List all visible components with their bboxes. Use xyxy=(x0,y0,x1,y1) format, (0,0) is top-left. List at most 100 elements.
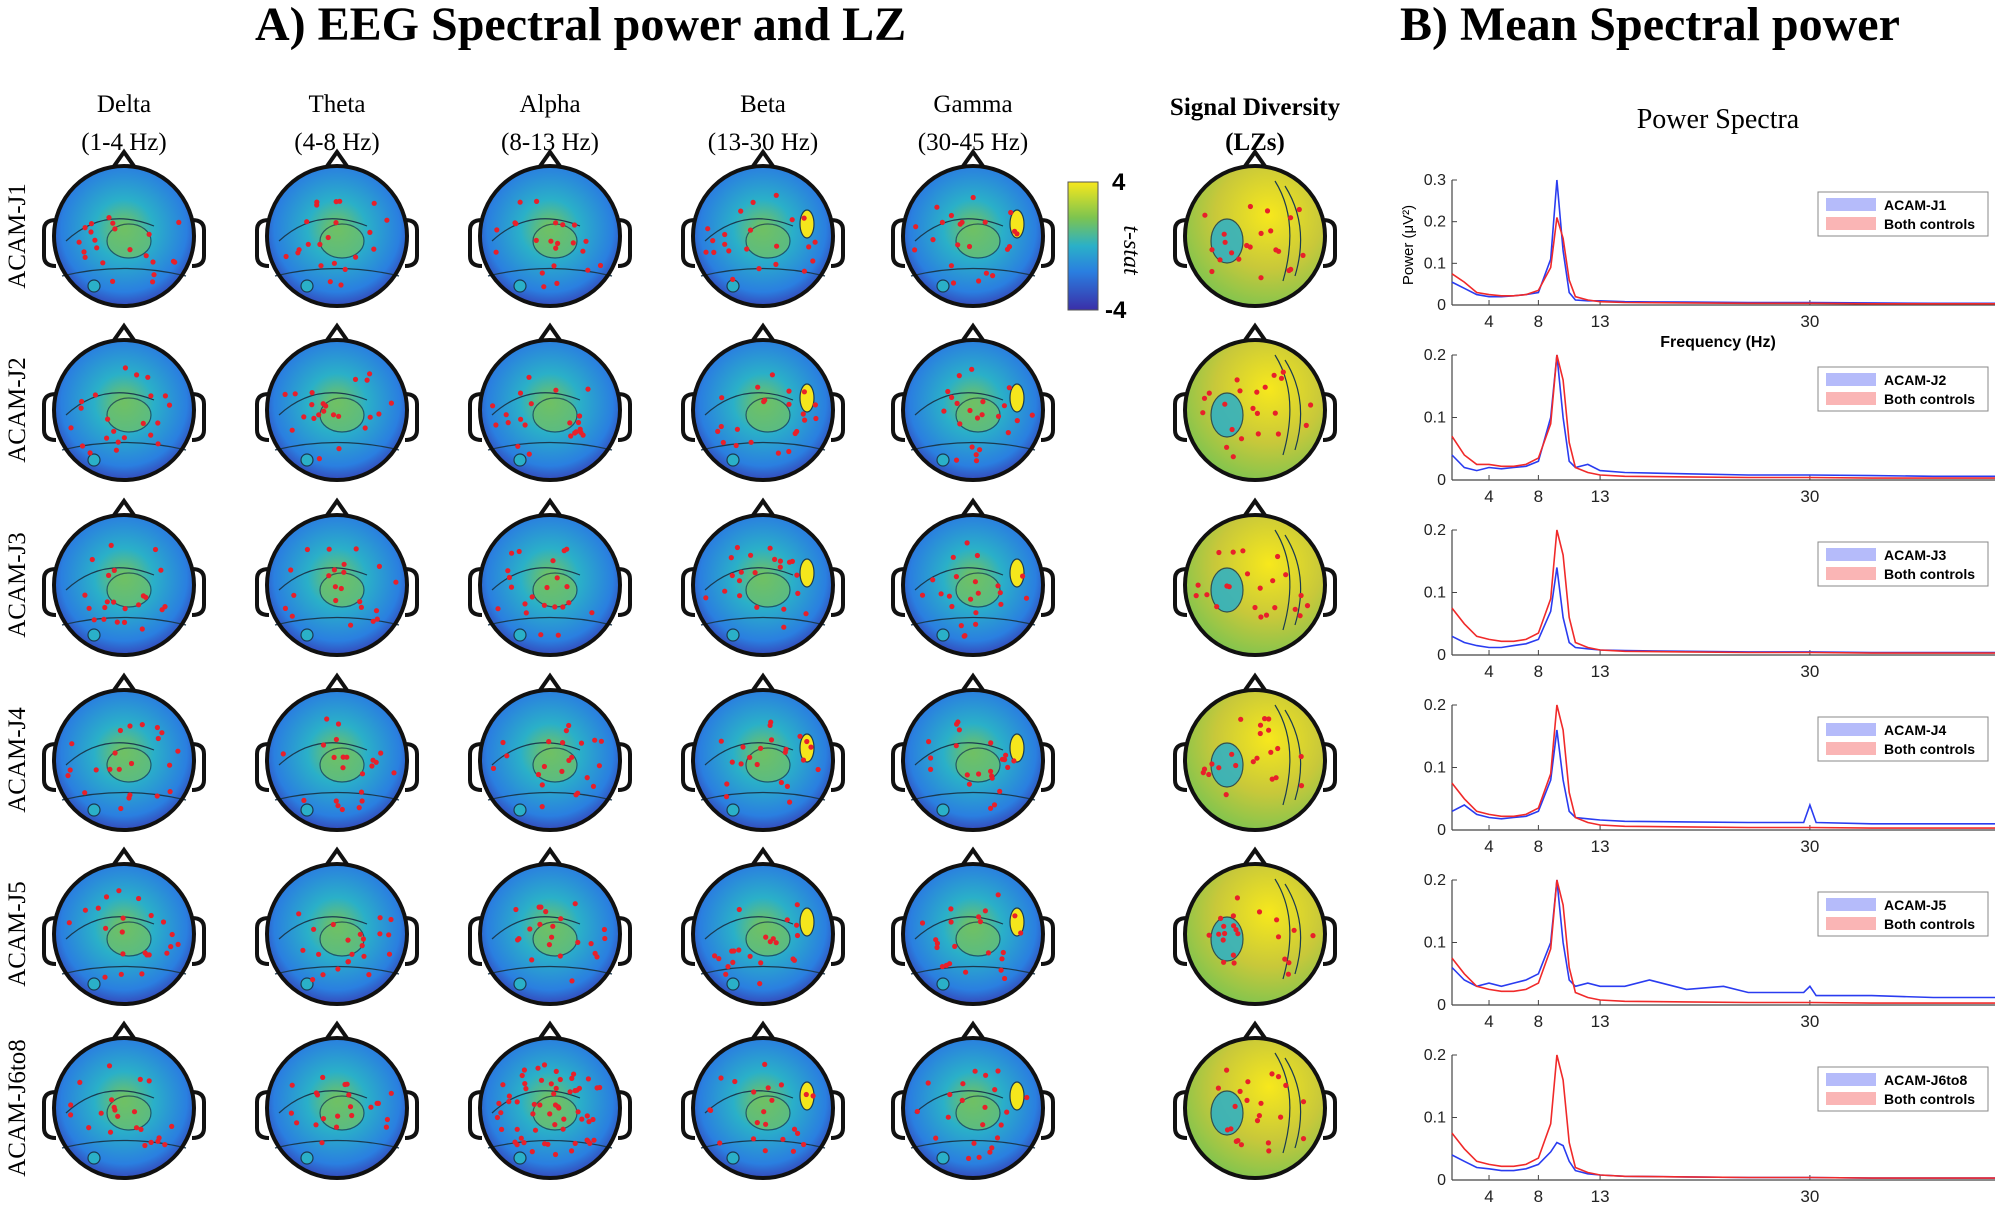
significance-dot xyxy=(528,401,534,407)
significance-dot xyxy=(590,1116,596,1123)
significance-dot xyxy=(166,402,173,408)
significance-dot xyxy=(542,1141,548,1147)
contour-line xyxy=(278,392,368,416)
significance-dot xyxy=(1000,949,1006,956)
spectra-plots: 0 0.1 0.2 0.3 4 8 13 30 ACAM-J1 Both controls 0 0.1… xyxy=(1424,172,1995,1206)
y-tick-label: 0 xyxy=(1437,647,1446,664)
contour-line xyxy=(65,218,155,242)
significance-dot xyxy=(575,1109,581,1115)
significance-dot xyxy=(120,951,126,957)
significance-dot xyxy=(154,724,160,731)
contour-blob xyxy=(1009,383,1025,413)
significance-dot xyxy=(1244,242,1250,249)
significance-dot xyxy=(509,550,515,556)
significance-dot xyxy=(939,219,946,225)
contour-line xyxy=(65,392,155,416)
significance-dot xyxy=(370,618,376,624)
significance-dot xyxy=(975,590,981,596)
significance-dot xyxy=(555,632,561,638)
significance-dot xyxy=(541,284,547,290)
significance-dot xyxy=(133,1125,140,1131)
contour-line xyxy=(61,616,187,626)
significance-dot xyxy=(548,1081,554,1087)
significance-dot xyxy=(150,279,156,285)
contour-blob xyxy=(726,803,740,817)
significance-dot xyxy=(111,567,117,574)
significance-dot xyxy=(107,1129,114,1135)
significance-dot xyxy=(357,931,363,937)
significance-dot xyxy=(316,456,322,462)
significance-dot xyxy=(304,546,310,553)
significance-dot xyxy=(913,224,919,230)
significance-dot xyxy=(1271,372,1277,378)
significance-dot xyxy=(719,395,725,401)
significance-dot xyxy=(1001,403,1008,409)
significance-dot xyxy=(728,555,734,561)
x-tick-label: 8 xyxy=(1534,837,1543,856)
significance-dot xyxy=(140,420,146,426)
significance-dot xyxy=(992,1087,998,1093)
significance-dot xyxy=(92,392,98,398)
head-outline xyxy=(265,1036,409,1180)
x-tick-label: 4 xyxy=(1484,837,1493,856)
significance-dot xyxy=(1230,454,1236,460)
significance-dot xyxy=(118,805,124,812)
significance-dot xyxy=(997,590,1003,596)
spectral-topomap xyxy=(468,322,632,482)
contour-blob xyxy=(799,733,815,763)
significance-dot xyxy=(335,803,341,809)
significance-dot xyxy=(175,748,181,754)
contour-line xyxy=(700,441,826,451)
significance-dot xyxy=(580,432,586,438)
significance-dot xyxy=(1274,917,1280,923)
significance-dot xyxy=(579,1116,585,1122)
significance-dot xyxy=(521,1067,528,1073)
significance-dot xyxy=(148,912,154,919)
contour-blob xyxy=(955,1095,1001,1131)
significance-dot xyxy=(386,951,393,957)
significance-dot xyxy=(989,1145,995,1151)
significance-dot xyxy=(783,746,789,753)
contour-line xyxy=(914,1090,1004,1114)
significance-dot xyxy=(1002,975,1008,982)
significance-dot xyxy=(88,229,94,235)
significance-dot xyxy=(597,262,604,269)
significance-dot xyxy=(794,932,801,939)
significance-dot xyxy=(550,923,556,929)
contour-blob xyxy=(300,453,314,467)
significance-dot xyxy=(111,428,117,434)
significance-dot xyxy=(762,1148,768,1154)
significance-dot xyxy=(352,376,359,382)
legend-box xyxy=(1817,891,1989,937)
significance-dot xyxy=(712,953,718,959)
significance-dot xyxy=(914,1108,920,1115)
significance-dot xyxy=(541,1062,548,1068)
significance-dot xyxy=(310,977,316,983)
significance-dot xyxy=(391,770,397,776)
significance-dot xyxy=(561,548,567,554)
significance-dot xyxy=(1258,230,1264,236)
significance-dot xyxy=(164,950,170,956)
lz-topomap xyxy=(1173,1020,1337,1180)
significance-dot xyxy=(1262,384,1268,390)
significance-dot xyxy=(973,458,980,464)
significance-dot xyxy=(143,253,149,259)
significance-dot xyxy=(954,721,960,727)
significance-dot xyxy=(1228,1126,1234,1132)
contour-line xyxy=(61,441,187,451)
significance-dot xyxy=(82,790,88,796)
contour-blob xyxy=(300,977,314,991)
significance-dot xyxy=(359,943,365,949)
contour-blob xyxy=(319,397,365,433)
significance-dot xyxy=(294,1120,300,1126)
significance-dot xyxy=(139,626,145,632)
head-outline xyxy=(1183,513,1327,657)
significance-dot xyxy=(985,950,992,956)
significance-dot xyxy=(1276,248,1282,254)
significance-dot xyxy=(91,617,97,623)
significance-dot xyxy=(553,1085,559,1091)
significance-dot xyxy=(732,1078,738,1085)
significance-dot xyxy=(1006,385,1012,391)
x-tick-label: 13 xyxy=(1591,487,1610,506)
x-tick-label: 8 xyxy=(1534,487,1543,506)
